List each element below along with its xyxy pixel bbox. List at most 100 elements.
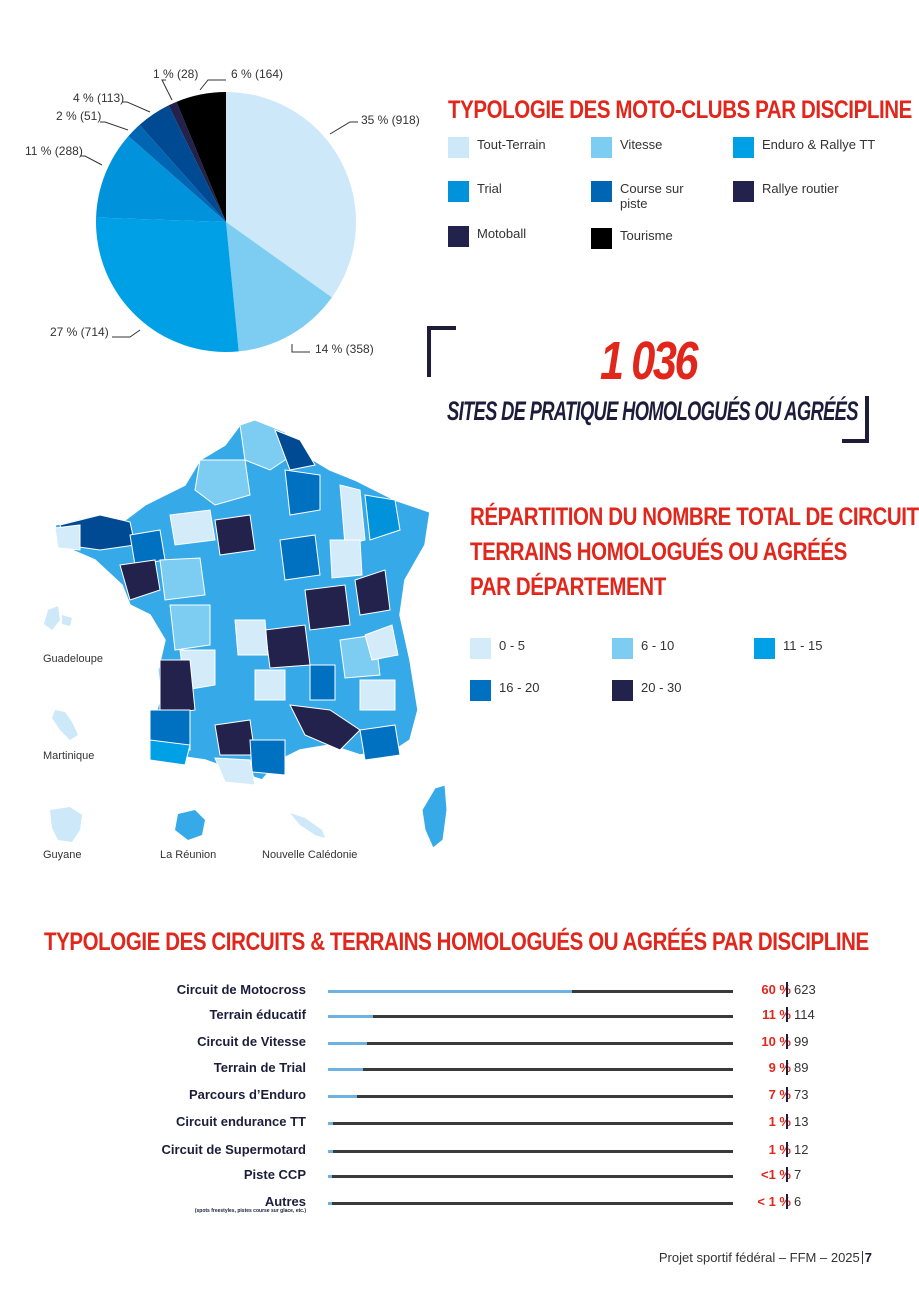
bar-row: Circuit de Vitesse 10 % 99 xyxy=(0,1032,919,1054)
bar-count: 13 xyxy=(794,1114,809,1129)
legend-swatch xyxy=(591,228,612,249)
region-mid-6 xyxy=(309,664,336,701)
pie-leader-line xyxy=(199,79,226,91)
region-pale-3 xyxy=(329,539,363,579)
region-navy-2 xyxy=(119,559,161,601)
map-legend-0-5: 0 - 5 xyxy=(470,638,525,659)
page-footer: Projet sportif fédéral – FFM – 2025 7 xyxy=(659,1250,872,1265)
bar-count: 99 xyxy=(794,1034,809,1049)
region-navy-3 xyxy=(304,584,351,631)
legend-label: 6 - 10 xyxy=(641,638,675,653)
map-label-guyane: Guyane xyxy=(43,849,82,861)
bar-label: Circuit de Vitesse xyxy=(197,1034,306,1049)
mainland-france-base xyxy=(54,419,431,781)
bar-fill xyxy=(328,1175,332,1178)
legend-label: Course sur piste xyxy=(620,181,684,211)
legend-item-tourisme: Tourisme xyxy=(591,228,673,249)
legend-swatch xyxy=(591,137,612,158)
bar-fill xyxy=(328,1042,367,1045)
region-dark-north xyxy=(274,429,316,471)
bar-row: Circuit endurance TT 1 % 13 xyxy=(0,1112,919,1134)
pie-leader-line xyxy=(112,329,141,338)
bar-percent: 1 % xyxy=(768,1142,791,1157)
region-navy-7 xyxy=(289,704,361,751)
bar-percent: < 1 % xyxy=(757,1194,791,1209)
region-light-3 xyxy=(159,557,206,601)
map-label-reunion: La Réunion xyxy=(160,849,217,861)
pie-slice-enduro-rallye-tt xyxy=(95,217,239,353)
bar-fill xyxy=(328,1015,373,1018)
corsica xyxy=(421,784,448,849)
legend-item-course-sur-piste: Course sur piste xyxy=(591,181,701,211)
pie-slice-motoball xyxy=(168,101,226,222)
bar-label: Circuit de Supermotard xyxy=(161,1142,306,1157)
map-title-line-2: TERRAINS HOMOLOGUÉS OU AGRÉÉS xyxy=(470,538,847,566)
legend-swatch xyxy=(733,181,754,202)
bar-row: Circuit de Motocross 60 % 623 xyxy=(0,980,919,1002)
bar-percent: 60 % xyxy=(761,982,791,997)
pie-slice-tout-terrain xyxy=(226,92,356,298)
bar-count: 89 xyxy=(794,1060,809,1075)
map-label-martinique: Martinique xyxy=(43,750,95,762)
region-pale-8 xyxy=(214,757,256,786)
bar-label: Circuit de Motocross xyxy=(176,982,306,997)
region-pale-1 xyxy=(339,484,366,546)
bar-percent: 10 % xyxy=(761,1034,791,1049)
region-mid-4 xyxy=(279,534,321,581)
region-mid-5 xyxy=(149,709,191,751)
bar-separator xyxy=(786,1034,788,1049)
legend-swatch xyxy=(470,638,491,659)
legend-swatch xyxy=(448,226,469,247)
bar-fill xyxy=(328,990,572,993)
bar-label: Piste CCP xyxy=(243,1167,306,1182)
bar-track xyxy=(328,1175,733,1178)
region-pale-6 xyxy=(254,669,286,701)
bar-fill xyxy=(328,1202,332,1205)
legend-item-tout-terrain: Tout-Terrain xyxy=(448,137,546,158)
bar-row: Piste CCP <1 % 7 xyxy=(0,1165,919,1187)
pie-label-course-sur-piste: 2 % (51) xyxy=(56,109,102,123)
legend-item-trial: Trial xyxy=(448,181,502,202)
region-navy-5 xyxy=(264,624,311,669)
bar-count: 12 xyxy=(794,1142,809,1157)
legend-swatch xyxy=(612,680,633,701)
bar-percent: 11 % xyxy=(762,1007,791,1022)
bar-label: Terrain de Trial xyxy=(213,1060,306,1075)
bars-section-title: TYPOLOGIE DES CIRCUITS & TERRAINS HOMOLO… xyxy=(44,928,869,956)
bar-fill xyxy=(328,1122,334,1125)
bar-row: Parcours d’Enduro 7 % 73 xyxy=(0,1085,919,1107)
bar-count: 114 xyxy=(794,1007,815,1022)
legend-swatch xyxy=(612,638,633,659)
bar-sublabel: (spots freestyles, pistes course sur gla… xyxy=(194,1208,306,1214)
bar-track xyxy=(328,1150,733,1153)
bar-fill xyxy=(328,1150,333,1153)
pie-leader-line xyxy=(161,79,173,101)
legend-label: 11 - 15 xyxy=(783,638,823,653)
region-pale-4 xyxy=(234,619,269,656)
bar-track xyxy=(328,1015,733,1018)
region-navy-4 xyxy=(354,569,391,616)
bar-label: Autres xyxy=(264,1194,306,1209)
moto-clubs-pie-chart xyxy=(80,79,358,353)
pie-label-trial: 11 % (288) xyxy=(25,144,83,158)
map-label-nouvelle-caledonie: Nouvelle Calédonie xyxy=(262,849,358,861)
guyane-shape xyxy=(50,807,82,842)
legend-label: 20 - 30 xyxy=(641,680,682,695)
legend-swatch xyxy=(733,137,754,158)
region-mid-7 xyxy=(359,724,401,761)
pie-slice-course-sur-piste xyxy=(128,124,226,222)
pie-leader-line xyxy=(122,101,151,113)
pie-leader-line xyxy=(100,121,129,131)
martinique-shape xyxy=(52,710,78,740)
bar-label: Circuit endurance TT xyxy=(175,1114,306,1129)
headline-caption: SITES DE PRATIQUE HOMOLOGUÉS OU AGRÉÉS xyxy=(447,396,858,426)
legend-item-rallye-routier: Rallye routier xyxy=(733,181,839,202)
bar-track xyxy=(328,1068,733,1071)
legend-label: Trial xyxy=(477,181,502,196)
pie-leader-line xyxy=(329,121,358,135)
bar-label: Parcours d’Enduro xyxy=(188,1087,306,1102)
map-legend-16-20: 16 - 20 xyxy=(470,680,539,701)
map-legend-20-30: 20 - 30 xyxy=(612,680,681,701)
page-number: 7 xyxy=(864,1250,872,1265)
reunion-shape xyxy=(175,810,205,840)
